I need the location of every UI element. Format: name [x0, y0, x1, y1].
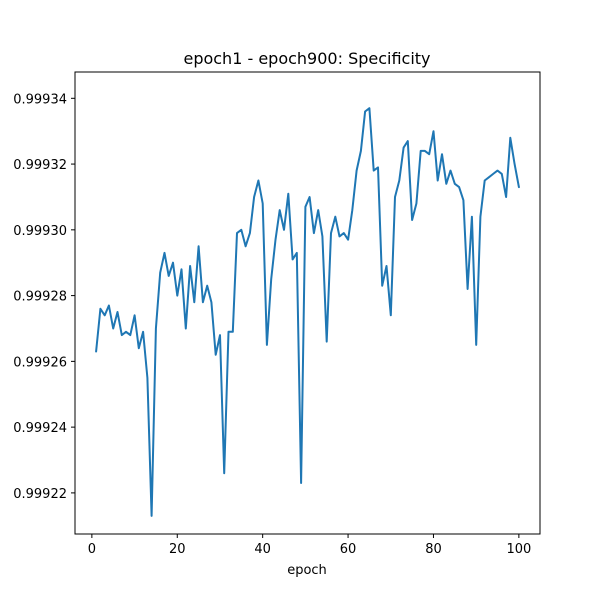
chart-title: epoch1 - epoch900: Specificity [183, 49, 430, 68]
x-tick-label: 100 [506, 542, 531, 557]
plot-area-frame [74, 71, 541, 535]
y-tick-label: 0.99924 [13, 421, 67, 436]
specificity-line [95, 107, 520, 517]
x-tick-label: 40 [254, 542, 271, 557]
y-axis: 0.99922 0.99924 0.99926 0.99928 0.99930 0.999… [13, 92, 75, 502]
y-tick-label: 0.99922 [13, 487, 67, 502]
y-tick-label: 0.99928 [13, 290, 67, 305]
y-tick-label: 0.99926 [13, 355, 67, 370]
y-tick-label: 0.99932 [13, 158, 67, 173]
x-axis: 0 20 40 60 80 100 [88, 534, 531, 557]
x-tick-label: 80 [425, 542, 442, 557]
y-tick-label: 0.99934 [13, 92, 67, 107]
x-axis-label: epoch [287, 563, 327, 578]
x-tick-label: 20 [169, 542, 186, 557]
x-tick-label: 60 [340, 542, 357, 557]
x-tick-label: 0 [88, 542, 96, 557]
y-tick-label: 0.99930 [13, 224, 67, 239]
